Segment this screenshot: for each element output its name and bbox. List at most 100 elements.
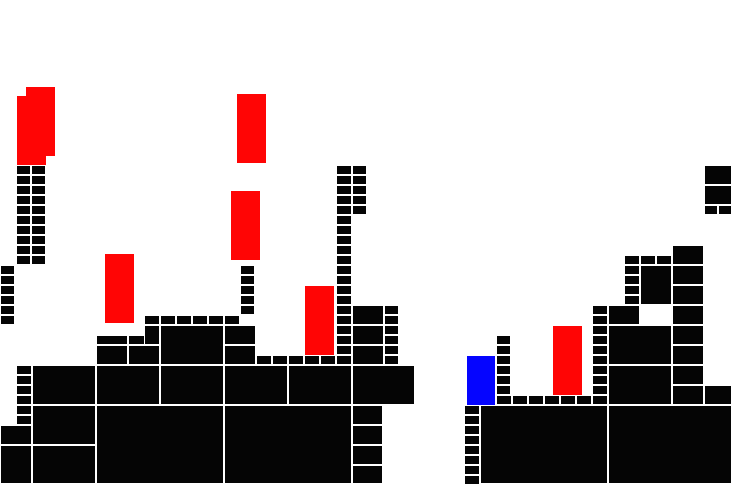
terrain-block — [0, 275, 15, 285]
terrain-block — [31, 255, 46, 265]
terrain-block — [464, 425, 480, 435]
terrain-block — [16, 405, 32, 415]
terrain-block — [336, 325, 352, 335]
terrain-block — [16, 165, 31, 175]
terrain-block — [672, 385, 704, 405]
terrain-block — [208, 315, 224, 325]
terrain-block — [384, 345, 399, 355]
terrain-block — [0, 445, 32, 484]
terrain-block — [240, 265, 255, 275]
terrain-block — [592, 315, 608, 325]
terrain-block — [32, 445, 96, 484]
terrain-block — [304, 355, 320, 365]
terrain-block — [240, 295, 255, 305]
terrain-block — [384, 315, 399, 325]
terrain-block — [624, 295, 640, 305]
terrain-block — [336, 265, 352, 275]
terrain-block — [16, 235, 31, 245]
terrain-block — [31, 225, 46, 235]
enemy-sprite — [237, 94, 266, 163]
terrain-block — [336, 305, 352, 315]
terrain-block — [160, 325, 224, 365]
enemy-sprite — [305, 286, 334, 355]
terrain-block — [592, 335, 608, 345]
terrain-block — [624, 275, 640, 285]
terrain-block — [624, 285, 640, 295]
terrain-block — [224, 315, 240, 325]
terrain-block — [224, 345, 256, 365]
terrain-block — [672, 345, 704, 365]
terrain-block — [16, 375, 32, 385]
terrain-block — [32, 405, 96, 445]
terrain-block — [672, 305, 704, 325]
terrain-block — [16, 205, 31, 215]
terrain-block — [0, 315, 15, 325]
player-sprite — [467, 356, 495, 405]
terrain-block — [0, 295, 15, 305]
terrain-block — [32, 365, 96, 405]
terrain-block — [160, 365, 224, 405]
terrain-block — [464, 405, 480, 415]
terrain-block — [592, 355, 608, 365]
terrain-block — [240, 305, 255, 315]
terrain-block — [336, 165, 352, 175]
terrain-block — [352, 445, 383, 465]
terrain-block — [96, 335, 128, 345]
terrain-block — [16, 245, 31, 255]
terrain-block — [672, 245, 704, 265]
terrain-block — [240, 275, 255, 285]
terrain-block — [224, 325, 256, 345]
terrain-block — [496, 365, 511, 375]
terrain-block — [608, 305, 640, 325]
enemy-sprite — [105, 254, 134, 323]
terrain-block — [16, 215, 31, 225]
terrain-block — [352, 305, 384, 325]
terrain-block — [576, 395, 592, 405]
terrain-block — [128, 345, 160, 365]
terrain-block — [592, 395, 608, 405]
terrain-block — [384, 305, 399, 315]
terrain-block — [704, 205, 718, 215]
terrain-block — [352, 325, 384, 345]
terrain-block — [544, 395, 560, 405]
terrain-block — [672, 265, 704, 285]
terrain-block — [288, 355, 304, 365]
terrain-block — [31, 205, 46, 215]
terrain-block — [624, 255, 640, 265]
terrain-block — [560, 395, 576, 405]
terrain-block — [592, 305, 608, 315]
terrain-block — [336, 205, 352, 215]
terrain-block — [144, 315, 160, 325]
terrain-block — [384, 355, 399, 365]
terrain-block — [352, 465, 383, 484]
terrain-block — [224, 365, 288, 405]
terrain-block — [336, 175, 352, 185]
terrain-block — [496, 395, 512, 405]
terrain-block — [16, 255, 31, 265]
terrain-block — [144, 325, 160, 345]
terrain-block — [16, 175, 31, 185]
terrain-block — [352, 405, 383, 425]
terrain-block — [352, 165, 367, 175]
terrain-block — [336, 225, 352, 235]
terrain-block — [16, 395, 32, 405]
terrain-block — [31, 165, 46, 175]
terrain-block — [352, 175, 367, 185]
terrain-block — [352, 425, 383, 445]
terrain-block — [496, 335, 511, 345]
terrain-block — [464, 445, 480, 455]
terrain-block — [336, 355, 352, 365]
terrain-block — [704, 185, 732, 205]
terrain-block — [384, 335, 399, 345]
terrain-block — [16, 195, 31, 205]
terrain-block — [0, 265, 15, 275]
terrain-block — [96, 365, 160, 405]
terrain-block — [16, 385, 32, 395]
terrain-block — [464, 465, 480, 475]
terrain-block — [31, 215, 46, 225]
terrain-block — [480, 405, 608, 484]
terrain-block — [496, 375, 511, 385]
terrain-block — [704, 385, 732, 405]
terrain-block — [352, 365, 415, 405]
terrain-block — [224, 405, 352, 484]
